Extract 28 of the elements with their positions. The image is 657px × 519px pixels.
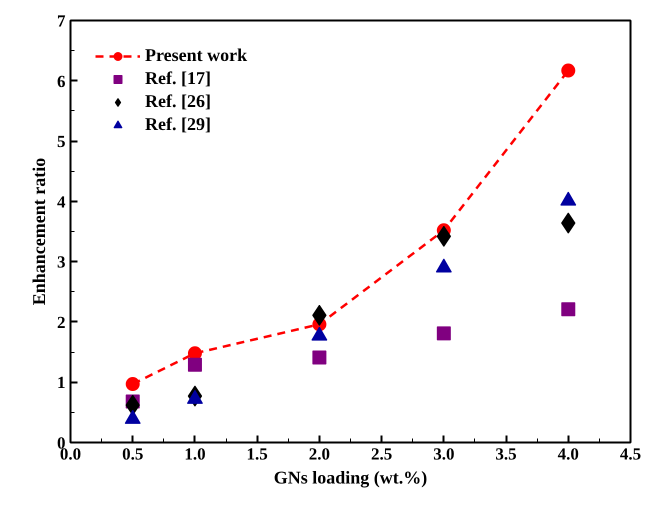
point [126,377,140,392]
y-tick-label: 2 [57,312,66,332]
x-tick-label: 3.0 [433,444,454,464]
y-tick-label: 4 [57,192,66,212]
legend-label: Present work [145,45,248,66]
x-tick-label: 2.0 [308,444,330,464]
y-axis-title: Enhancement ratio [29,158,49,306]
legend-label: Ref. [17] [145,68,211,89]
y-tick-label: 1 [57,373,66,392]
point [436,326,451,340]
x-tick-label: 4.5 [620,444,642,464]
point [188,358,202,372]
x-tick-label: 2.5 [370,444,392,464]
y-tick-label: 7 [57,12,66,30]
x-tick-label: 1.5 [246,444,268,464]
x-axis-title: GNs loading (wt.%) [274,468,428,488]
y-tick-label: 3 [57,252,66,272]
x-tick-label: 3.5 [495,444,517,464]
x-tick-label: 4.0 [558,444,579,464]
legend-label: Ref. [29] [145,114,211,135]
x-tick-label: 0.5 [122,444,144,464]
x-tick-label: 1.0 [184,444,206,464]
legend-label: Ref. [26] [145,91,211,112]
point [561,302,576,316]
point [312,350,326,364]
y-tick-label: 5 [57,132,66,152]
y-tick-label: 6 [57,72,66,91]
point [561,64,576,78]
